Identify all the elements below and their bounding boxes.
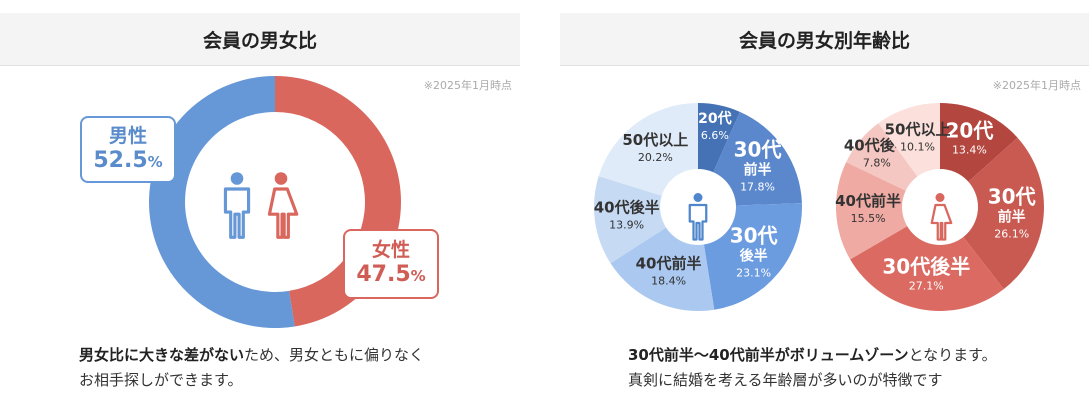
slice-category-label: 20代 <box>946 118 994 142</box>
slice-category-label: 30代 <box>730 224 778 248</box>
female-label: 女性 <box>371 239 410 261</box>
gender-ratio-panel: 会員の男女比 ※2025年1月時点 <box>0 13 520 92</box>
slice-category-label: 40代前半 <box>636 255 702 273</box>
slice-male <box>148 76 295 329</box>
female-label-box: 女性 47.5% <box>343 229 439 299</box>
date-note: ※2025年1月時点 <box>992 79 1081 92</box>
slice-category-label: 30代 <box>734 138 782 162</box>
slice-value-label: 20.2% <box>638 151 673 164</box>
date-note: ※2025年1月時点 <box>423 79 512 92</box>
male-icon <box>688 193 708 241</box>
slice-category-label: 20代 <box>698 110 731 127</box>
slice-category-label: 40代前半 <box>835 192 901 210</box>
slice-category-label: 30代後半 <box>882 255 970 279</box>
pie-center <box>660 169 736 245</box>
female-age-slice-4 <box>836 162 940 260</box>
slice-value-label: 27.1% <box>909 280 944 293</box>
male-age-slice-5 <box>594 176 698 264</box>
gender-caption: 男女比に大きな差がないため、男女ともに偏りなく お相手探しができます。 <box>79 346 425 389</box>
slice-value-label: 23.1% <box>736 267 771 280</box>
panel-title: 会員の男女比 <box>0 13 520 66</box>
slice-category-label: 50代以上 <box>622 131 688 149</box>
female-icon <box>267 172 299 239</box>
panel-title: 会員の男女別年齢比 <box>560 13 1089 66</box>
slice-value-label: 17.8% <box>740 181 775 194</box>
slice-value-label: 10.1% <box>900 141 935 154</box>
pie-center <box>902 169 978 245</box>
female-age-slice-2 <box>940 137 1044 290</box>
slice-value-label: 13.9% <box>609 219 644 232</box>
slice-category-label: 40代後半 <box>594 199 660 217</box>
slice-category-label: 前半 <box>744 162 772 179</box>
slice-category-label: 30代 <box>988 185 1036 209</box>
age-caption: 30代前半〜40代前半がボリュームゾーンとなります。 真剣に結婚を考える年齢層が… <box>628 346 997 389</box>
female-icon <box>930 193 953 241</box>
age-ratio-panel: 会員の男女別年齢比 ※2025年1月時点 <box>560 13 1089 92</box>
male-percent: 52.5% <box>93 148 163 173</box>
slice-value-label: 26.1% <box>994 228 1029 241</box>
slice-value-label: 6.6% <box>701 129 729 142</box>
female-percent: 47.5% <box>356 262 426 287</box>
slice-category-label: 前半 <box>998 209 1026 226</box>
slice-value-label: 18.4% <box>651 275 686 288</box>
female-age-slice-3 <box>850 207 1004 311</box>
slice-category-label: 後半 <box>740 248 768 265</box>
male-label-box: 男性 52.5% <box>80 116 176 183</box>
slice-category-label: 50代以上 <box>885 121 951 139</box>
slice-value-label: 13.4% <box>952 143 987 156</box>
slice-value-label: 15.5% <box>851 212 886 225</box>
male-label: 男性 <box>108 125 147 147</box>
male-icon <box>223 172 251 239</box>
slice-value-label: 7.8% <box>863 157 891 170</box>
